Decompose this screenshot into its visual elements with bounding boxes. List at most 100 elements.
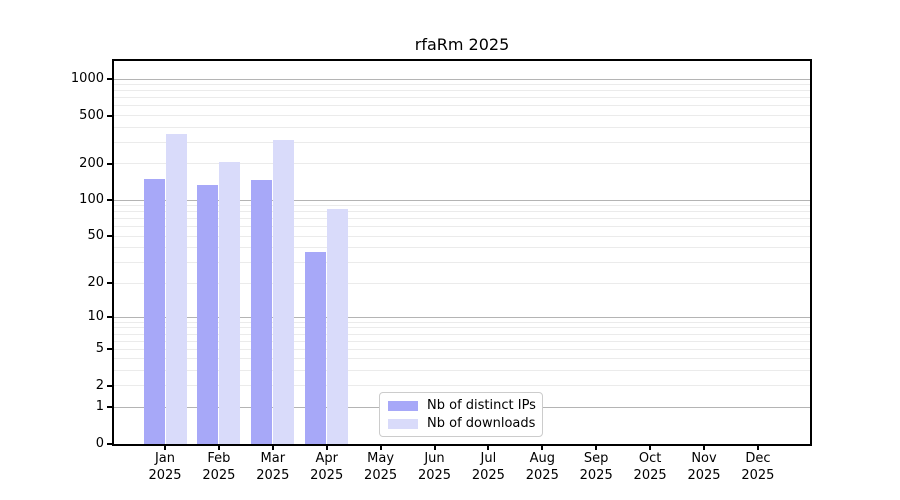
bar-mar-downloads xyxy=(273,139,295,444)
x-tick-year-may: 2025 xyxy=(364,468,398,483)
x-tick-label-oct: Oct 2025 xyxy=(618,450,682,484)
x-tick-mar xyxy=(271,446,274,450)
chart-title: rfaRm 2025 xyxy=(414,35,510,54)
x-tick-apr xyxy=(325,446,328,450)
y-tick-label-50: 50 xyxy=(87,228,104,244)
plot-area xyxy=(113,60,811,444)
x-tick-label-mar: Mar 2025 xyxy=(241,450,305,484)
legend-entry-downloads: Nb of downloads xyxy=(388,416,536,431)
gridline-1000 xyxy=(113,78,811,80)
x-tick-feb xyxy=(217,446,220,450)
y-tick-1000 xyxy=(107,78,112,80)
x-tick-label-sep: Sep 2025 xyxy=(564,450,628,484)
y-tick-label-1: 1 xyxy=(95,399,104,415)
gridline-500 xyxy=(113,115,811,117)
y-tick-1 xyxy=(107,406,112,409)
x-tick-label-feb: Feb 2025 xyxy=(187,450,251,484)
gridline-7 xyxy=(113,333,811,335)
x-tick-year-oct: 2025 xyxy=(633,468,667,483)
x-tick-jun xyxy=(433,446,436,450)
y-tick-label-10: 10 xyxy=(87,309,104,325)
y-tick-label-1000: 1000 xyxy=(70,71,104,86)
x-tick-year-nov: 2025 xyxy=(687,468,721,483)
x-tick-label-apr: Apr 2025 xyxy=(295,450,359,484)
gridline-20 xyxy=(113,282,811,284)
x-tick-year-jul: 2025 xyxy=(471,468,505,483)
bar-apr-downloads xyxy=(327,208,349,444)
gridline-50 xyxy=(113,235,811,237)
gridline-700 xyxy=(113,97,811,99)
x-tick-nov xyxy=(703,446,705,450)
y-tick-200 xyxy=(107,162,112,165)
gridline-200 xyxy=(113,163,811,165)
x-tick-year-jan: 2025 xyxy=(148,468,182,483)
gridline-9 xyxy=(113,321,811,323)
legend-entry-distinct-ips: Nb of distinct IPs xyxy=(388,398,536,413)
y-tick-2 xyxy=(107,384,112,387)
gridline-80 xyxy=(113,211,811,213)
x-tick-sep xyxy=(595,446,598,450)
bar-jan-downloads xyxy=(165,134,187,444)
x-tick-label-jul: Jul 2025 xyxy=(456,450,520,484)
x-tick-year-apr: 2025 xyxy=(310,468,344,483)
bar-feb-distinct-ips xyxy=(197,184,219,444)
y-tick-100 xyxy=(107,199,112,202)
gridline-900 xyxy=(113,84,811,86)
x-tick-dec xyxy=(756,446,759,450)
gridline-30 xyxy=(113,262,811,264)
gridline-100 xyxy=(113,199,811,201)
x-tick-year-dec: 2025 xyxy=(741,468,775,483)
y-tick-label-200: 200 xyxy=(79,155,104,171)
distinct-ips-swatch-icon xyxy=(388,400,418,411)
bar-mar-distinct-ips xyxy=(251,179,273,444)
x-tick-year-aug: 2025 xyxy=(525,468,559,483)
bar-feb-downloads xyxy=(219,162,241,444)
gridline-10 xyxy=(113,316,811,318)
y-tick-label-2: 2 xyxy=(95,377,104,393)
bar-apr-distinct-ips xyxy=(305,251,327,444)
y-tick-label-100: 100 xyxy=(79,192,104,208)
gridline-8 xyxy=(113,327,811,329)
gridline-5 xyxy=(113,348,811,350)
legend-label-distinct-ips: Nb of distinct IPs xyxy=(427,398,536,413)
x-tick-may xyxy=(379,446,382,450)
gridline-6 xyxy=(113,340,811,342)
x-tick-year-jun: 2025 xyxy=(417,468,452,483)
y-tick-500 xyxy=(107,114,112,117)
gridline-800 xyxy=(113,90,811,92)
x-tick-label-may: May 2025 xyxy=(349,450,413,484)
x-tick-label-jan: Jan 2025 xyxy=(133,450,197,484)
x-tick-jan xyxy=(164,446,166,450)
gridline-40 xyxy=(113,247,811,249)
x-tick-aug xyxy=(541,446,544,450)
gridline-4 xyxy=(113,358,811,360)
gridline-400 xyxy=(113,126,811,128)
x-tick-label-dec: Dec 2025 xyxy=(726,450,790,484)
gridline-2 xyxy=(113,385,811,387)
x-tick-oct xyxy=(649,446,652,450)
x-tick-label-nov: Nov 2025 xyxy=(672,450,736,484)
x-tick-label-jun: Jun 2025 xyxy=(403,450,467,484)
y-tick-label-500: 500 xyxy=(79,107,104,123)
gridline-600 xyxy=(113,105,811,107)
y-tick-5 xyxy=(107,348,112,351)
y-tick-10 xyxy=(107,316,112,319)
gridline-90 xyxy=(113,205,811,207)
x-tick-year-feb: 2025 xyxy=(202,468,236,483)
gridline-300 xyxy=(113,141,811,143)
y-tick-0 xyxy=(107,443,112,445)
gridline-70 xyxy=(113,218,811,220)
gridline-60 xyxy=(113,226,811,228)
y-tick-label-20: 20 xyxy=(87,275,104,291)
gridline-3 xyxy=(113,370,811,372)
y-tick-50 xyxy=(107,235,112,238)
y-tick-label-0: 0 xyxy=(95,436,104,451)
x-tick-year-sep: 2025 xyxy=(579,468,613,483)
legend-label-downloads: Nb of downloads xyxy=(427,416,536,431)
x-tick-label-aug: Aug 2025 xyxy=(510,450,574,484)
bar-jan-distinct-ips xyxy=(143,178,165,444)
x-tick-jul xyxy=(487,446,490,450)
y-tick-20 xyxy=(107,282,112,285)
y-tick-label-5: 5 xyxy=(95,341,104,357)
